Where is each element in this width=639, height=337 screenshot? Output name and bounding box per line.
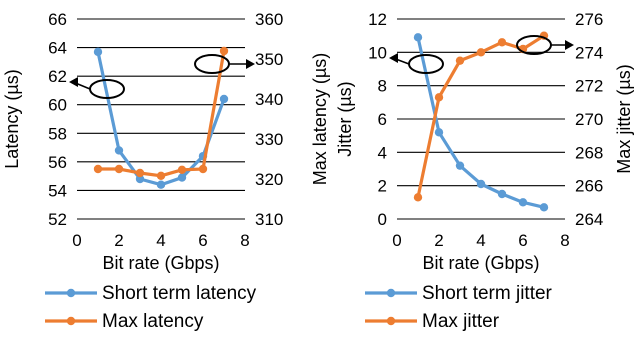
y-tick-label: 60 <box>48 96 67 115</box>
axis-indicator-ellipse <box>194 54 230 74</box>
legend-swatch-marker <box>386 316 396 326</box>
y2-tick-label: 266 <box>575 177 603 196</box>
y2-tick-label: 274 <box>575 43 603 62</box>
data-point <box>455 56 465 65</box>
data-point <box>156 180 166 189</box>
y2-axis-title: Max jitter (µs) <box>614 64 634 173</box>
series-line-1 <box>98 50 226 178</box>
y-tick-label: 0 <box>378 210 387 229</box>
y-tick-label: 6 <box>378 110 387 129</box>
y-tick-label: 4 <box>378 143 387 162</box>
legend-swatch-marker <box>66 288 76 298</box>
y-tick-label: 10 <box>368 43 387 62</box>
y-tick-label: 52 <box>48 210 67 229</box>
chart-panel-latency: 52 54 56 58 60 62 64 66 310 320 330 340 350 360 0 2 4 6 8 B… <box>2 10 330 332</box>
y-axis-title: Latency (µs) <box>2 69 22 168</box>
data-point <box>476 48 486 57</box>
arrowhead-icon <box>565 40 574 50</box>
x-tick-label: 8 <box>240 231 249 250</box>
data-point <box>497 38 507 47</box>
data-point <box>198 164 208 174</box>
legend-label: Max jitter <box>422 311 500 332</box>
y2-tick-label: 268 <box>575 143 603 162</box>
data-point <box>497 189 507 199</box>
y2-tick-label: 320 <box>255 170 283 189</box>
data-point <box>413 33 423 42</box>
legend-label: Short term jitter <box>422 283 553 304</box>
y2-tick-label: 310 <box>255 210 283 229</box>
y-tick-label: 58 <box>48 124 67 143</box>
legend-swatch-marker <box>66 316 76 326</box>
x-tick-label: 6 <box>518 231 527 250</box>
data-point <box>135 168 145 178</box>
x-tick-label: 0 <box>392 231 401 250</box>
data-point <box>177 173 187 182</box>
y2-tick-label: 272 <box>575 77 603 96</box>
x-tick-label: 0 <box>72 231 81 250</box>
y2-tick-label: 330 <box>255 130 283 149</box>
data-point <box>93 47 103 57</box>
data-point <box>177 165 187 174</box>
data-point <box>219 94 229 104</box>
data-point <box>413 193 423 202</box>
y2-tick-label: 340 <box>255 90 283 109</box>
legend-label: Short term latency <box>102 283 257 304</box>
data-point <box>114 164 124 174</box>
arrowhead-icon <box>69 77 78 87</box>
x-axis-title: Bit rate (Gbps) <box>422 253 539 273</box>
x-tick-label: 2 <box>434 231 443 250</box>
y2-tick-label: 360 <box>255 10 283 29</box>
data-point <box>93 164 103 174</box>
y-tick-label: 2 <box>378 177 387 196</box>
x-tick-label: 8 <box>560 231 569 250</box>
data-point <box>434 128 444 137</box>
data-point <box>114 146 124 155</box>
y2-tick-label: 270 <box>575 110 603 129</box>
y-tick-label: 56 <box>48 153 67 172</box>
y-tick-label: 8 <box>378 77 387 96</box>
legend-swatch-marker <box>386 288 396 298</box>
data-point <box>434 93 444 102</box>
data-point <box>518 198 528 207</box>
y2-axis-title: Max latency (µs) <box>310 53 330 185</box>
y-tick-label: 64 <box>48 39 67 58</box>
chart-panel-jitter: 0 2 4 6 8 10 12 264 266 268 270 272 274 276 0 2 4 6 8 Bit r… <box>335 10 634 332</box>
data-point <box>156 171 166 180</box>
arrowhead-icon <box>246 59 255 69</box>
x-tick-label: 6 <box>198 231 207 250</box>
y-tick-label: 54 <box>48 181 67 200</box>
data-point <box>476 179 486 189</box>
y2-tick-label: 264 <box>575 210 603 229</box>
y2-tick-label: 276 <box>575 10 603 29</box>
y-tick-label: 12 <box>368 10 387 29</box>
x-tick-label: 2 <box>114 231 123 250</box>
x-axis-title: Bit rate (Gbps) <box>102 253 219 273</box>
y2-tick-label: 350 <box>255 50 283 69</box>
y-tick-label: 62 <box>48 67 67 86</box>
y-axis-title: Jitter (µs) <box>335 81 355 156</box>
x-tick-label: 4 <box>476 231 485 250</box>
data-point <box>219 46 229 56</box>
y-tick-label: 66 <box>48 10 67 29</box>
legend-label: Max latency <box>102 311 204 332</box>
x-tick-label: 4 <box>156 231 165 250</box>
arrowhead-icon <box>389 53 398 63</box>
data-point <box>455 161 465 170</box>
data-point <box>539 203 549 212</box>
data-point <box>135 174 145 184</box>
